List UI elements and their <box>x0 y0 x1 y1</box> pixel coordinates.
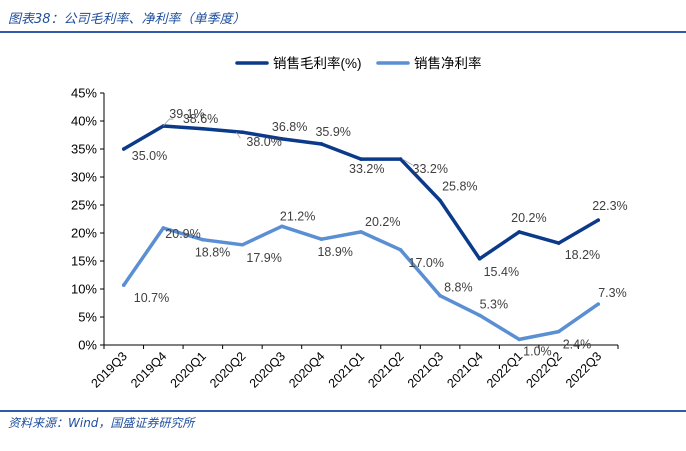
gross-margin-point <box>596 218 601 222</box>
x-tick-label: 2021Q4 <box>444 349 485 390</box>
gross-margin-point <box>517 230 521 234</box>
x-tick-label: 2020Q4 <box>286 349 327 390</box>
figure-title: 图表38：公司毛利率、净利率（单季度） <box>8 12 246 27</box>
y-tick-label: 35% <box>71 142 97 157</box>
x-tick-label: 2022Q3 <box>563 349 604 390</box>
net-margin-data-label: 7.3% <box>598 286 627 300</box>
net-margin-point <box>319 237 324 241</box>
net-margin-point <box>477 313 482 318</box>
y-tick-label: 5% <box>78 310 97 325</box>
y-tick-label: 0% <box>78 338 97 353</box>
gross-margin-point <box>438 198 442 203</box>
net-margin-point <box>280 224 284 229</box>
y-tick-label: 10% <box>71 282 97 297</box>
net-margin-point <box>201 237 205 242</box>
gross-margin-data-label: 20.2% <box>511 211 546 225</box>
net-margin-data-label: 8.8% <box>444 281 473 295</box>
gross-margin-data-label: 25.8% <box>442 180 477 194</box>
x-tick-label: 2019Q4 <box>128 349 169 390</box>
net-margin-data-label: 18.8% <box>195 246 230 260</box>
y-tick-label: 30% <box>71 170 97 185</box>
x-tick-label: 2020Q2 <box>207 349 248 390</box>
legend-label-net: 销售净利率 <box>414 55 482 71</box>
net-margin-data-label: 1.0% <box>523 344 552 358</box>
bottom-divider <box>0 410 686 412</box>
gross-margin-data-label: 33.2% <box>349 162 384 176</box>
x-tick-label: 2021Q1 <box>326 349 367 390</box>
gross-margin-data-label: 35.9% <box>315 125 350 139</box>
gross-margin-data-label: 15.4% <box>484 265 519 279</box>
gross-margin-data-label: 38.0% <box>246 135 281 149</box>
x-tick-label: 2021Q2 <box>365 349 406 390</box>
y-tick-label: 40% <box>71 114 97 129</box>
gross-margin-data-label: 18.2% <box>565 248 600 262</box>
gross-margin-data-label: 22.3% <box>592 199 627 213</box>
gross-margin-data-label: 36.8% <box>272 120 307 134</box>
label-leader-line <box>402 158 413 166</box>
net-margin-point <box>398 248 403 252</box>
y-tick-label: 20% <box>71 226 97 241</box>
net-margin-data-label: 17.9% <box>246 251 281 265</box>
y-tick-label: 45% <box>71 86 97 101</box>
gross-margin-point <box>556 241 561 245</box>
source-note: 资料来源：Wind，国盛证券研究所 <box>8 416 195 430</box>
legend-label-gross: 销售毛利率(%) <box>273 55 362 71</box>
net-margin-line <box>122 224 600 342</box>
gross-margin-data-label: 39.1% <box>169 107 204 121</box>
net-margin-data-label: 10.7% <box>134 291 169 305</box>
net-margin-data-label: 21.2% <box>280 209 315 223</box>
gross-margin-data-label: 33.2% <box>413 162 448 176</box>
x-tick-label: 2021Q3 <box>405 349 446 390</box>
data-labels: 35.0% 39.1%38.6% 38.0%36.8% 35.9% 33.2% 33.2%… <box>132 107 628 358</box>
gross-margin-data-label: 38.6% <box>183 112 218 126</box>
net-margin-point <box>121 283 126 287</box>
net-margin-point <box>517 337 521 342</box>
net-margin-data-label: 2.4% <box>563 338 592 352</box>
net-margin-data-label: 18.9% <box>317 245 352 259</box>
gross-margin-point <box>319 142 324 146</box>
x-tick-label: 2019Q3 <box>89 349 130 390</box>
gross-margin-point <box>121 147 126 151</box>
gross-margin-data-label: 35.0% <box>132 149 167 163</box>
net-margin-data-label: 5.3% <box>480 297 509 311</box>
gross-margin-point <box>280 137 284 141</box>
y-axis: 0% 5% 10% 15% 20% 25% 30% 35% 40% 45% <box>71 86 105 353</box>
gross-margin-point <box>240 130 245 134</box>
net-margin-point <box>359 230 363 234</box>
net-margin-data-label: 20.2% <box>365 215 400 229</box>
net-margin-point <box>161 226 166 230</box>
label-leader-line <box>236 131 241 139</box>
label-leader-line <box>163 118 174 127</box>
x-tick-label: 2020Q3 <box>247 349 288 390</box>
net-margin-point <box>240 242 245 247</box>
x-tick-label: 2020Q1 <box>168 349 209 390</box>
net-margin-point <box>438 293 442 298</box>
top-divider <box>0 31 686 33</box>
y-tick-label: 15% <box>71 254 97 269</box>
gross-margin-point <box>477 256 482 261</box>
net-margin-point <box>596 302 601 306</box>
y-tick-label: 25% <box>71 198 97 213</box>
series-group <box>121 124 601 342</box>
x-tick-label: 2022Q1 <box>484 349 525 390</box>
gross-margin-point <box>398 157 403 161</box>
legend: 销售毛利率(%) 销售净利率 <box>235 55 482 71</box>
net-margin-point <box>556 329 561 334</box>
net-margin-data-label: 20.9% <box>165 227 200 241</box>
net-margin-data-label: 17.0% <box>409 256 444 270</box>
gross-margin-point <box>359 157 363 161</box>
gross-margin-point <box>201 127 205 131</box>
